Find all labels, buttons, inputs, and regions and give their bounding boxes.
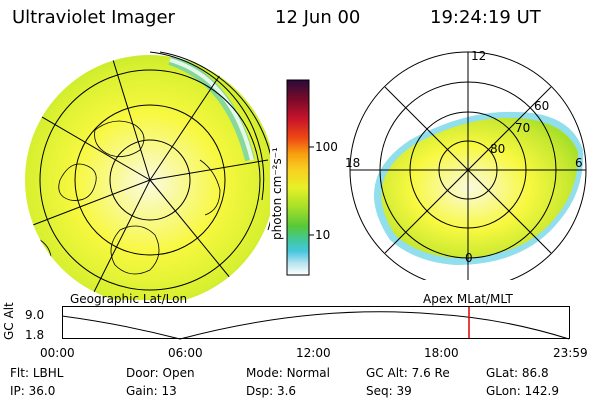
param-glon-label: GLon:	[486, 384, 521, 398]
param-filter-value: LBHL	[32, 366, 64, 380]
svg-text:60: 60	[534, 99, 549, 113]
timeline-xtick-2359: 23:59	[553, 346, 588, 360]
svg-text:0: 0	[465, 251, 473, 265]
mlt-label-top: 12	[471, 49, 486, 63]
svg-text:80: 80	[490, 142, 505, 156]
altitude-timeline	[62, 306, 570, 340]
param-door-label: Door:	[126, 366, 159, 380]
timeline-xtick-0000: 00:00	[40, 346, 75, 360]
param-seq-value: 39	[396, 384, 412, 398]
param-filter: Flt: LBHL	[10, 366, 63, 380]
colorbar-unit-label: photon cm⁻²s⁻¹	[270, 147, 284, 240]
param-glon-value: 142.9	[524, 384, 559, 398]
colorbar-tick-100: 100	[315, 140, 338, 154]
param-dsp: Dsp: 3.6	[246, 384, 296, 398]
param-ip-label: IP:	[10, 384, 25, 398]
timeline-xtick-1200: 12:00	[296, 346, 331, 360]
magnetic-polar-plot: 12 18 6 0 60 70 80	[345, 49, 587, 280]
param-seq: Seq: 39	[366, 384, 412, 398]
time-label: 19:24:19 UT	[430, 7, 541, 28]
param-gain-value: 13	[161, 384, 177, 398]
mlat-label-80: 80	[490, 142, 505, 156]
svg-text:12: 12	[471, 49, 486, 63]
date-label: 12 Jun 00	[275, 7, 361, 28]
param-gc-alt-label: GC Alt:	[366, 366, 408, 380]
param-ip: IP: 36.0	[10, 384, 55, 398]
param-gain: Gain: 13	[126, 384, 177, 398]
param-glon: GLon: 142.9	[486, 384, 559, 398]
param-door: Door: Open	[126, 366, 195, 380]
geographic-caption: Geographic Lat/Lon	[70, 292, 188, 306]
param-dsp-value: 3.6	[276, 384, 297, 398]
timeline-ytick-min: 1.8	[25, 328, 45, 342]
mlt-label-bottom: 0	[465, 251, 473, 265]
param-mode-label: Mode:	[246, 366, 283, 380]
param-seq-label: Seq:	[366, 384, 393, 398]
param-mode-value: Normal	[286, 366, 330, 380]
param-ip-value: 36.0	[28, 384, 56, 398]
timeline-ytick-max: 9.0	[25, 308, 45, 322]
colorbar	[286, 79, 314, 276]
svg-text:70: 70	[515, 121, 530, 135]
timeline-axis-label: GC Alt	[2, 302, 16, 340]
timeline-xtick-0600: 06:00	[168, 346, 203, 360]
param-glat-label: GLat:	[486, 366, 519, 380]
param-gc-alt: GC Alt: 7.6 Re	[366, 366, 450, 380]
param-dsp-label: Dsp:	[246, 384, 274, 398]
mlat-label-70: 70	[515, 121, 530, 135]
geographic-image	[25, 51, 270, 300]
mlt-label-left: 18	[345, 156, 360, 170]
param-mode: Mode: Normal	[246, 366, 330, 380]
param-glat-value: 86.8	[521, 366, 549, 380]
param-glat: GLat: 86.8	[486, 366, 549, 380]
param-door-value: Open	[162, 366, 195, 380]
apex-caption: Apex MLat/MLT	[423, 292, 513, 306]
param-filter-label: Flt:	[10, 366, 29, 380]
param-gc-alt-value: 7.6 Re	[411, 366, 450, 380]
param-gain-label: Gain:	[126, 384, 158, 398]
mlt-label-right: 6	[575, 156, 583, 170]
svg-text:18: 18	[345, 156, 360, 170]
colorbar-tick-10: 10	[315, 228, 331, 242]
timeline-xtick-1800: 18:00	[424, 346, 459, 360]
instrument-title: Ultraviolet Imager	[12, 7, 175, 28]
mlat-label-60: 60	[534, 99, 549, 113]
svg-text:6: 6	[575, 156, 583, 170]
